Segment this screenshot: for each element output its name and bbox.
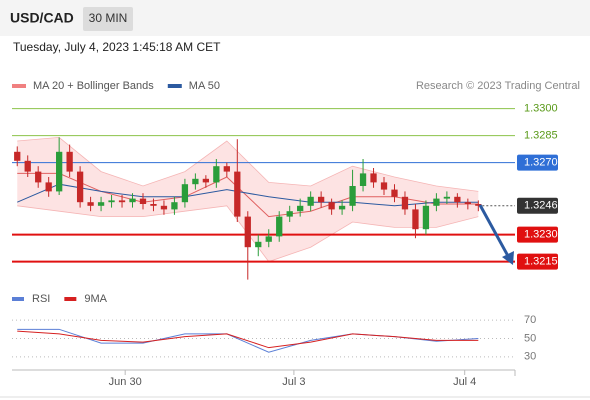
candle-body	[24, 160, 31, 172]
bollinger-band	[17, 137, 479, 262]
level-label: 1.3300	[524, 103, 558, 115]
indicator-line	[17, 330, 479, 349]
candle-body	[401, 196, 409, 210]
candle-body	[370, 173, 377, 183]
candle-body	[202, 178, 210, 183]
credit: Research © 2023 Trading Central	[416, 80, 580, 92]
candle-body	[412, 209, 419, 230]
interval[interactable]: 30 MIN	[89, 11, 128, 25]
candle-body	[276, 216, 283, 237]
candle-body	[45, 182, 52, 192]
candle-body	[234, 171, 241, 217]
x-tick-label: Jun 30	[109, 376, 142, 388]
legend-swatch	[12, 297, 24, 301]
candle-body	[265, 236, 272, 242]
candle-body	[97, 202, 105, 206]
candle-body	[307, 196, 314, 206]
level-label: 1.3270	[524, 157, 558, 169]
candle-body	[171, 202, 178, 210]
candle-body	[56, 151, 63, 192]
indicator-line	[17, 183, 479, 207]
legend-swatch	[167, 84, 182, 88]
candle-body	[255, 241, 262, 248]
level-box	[517, 154, 558, 171]
candle-body	[139, 198, 147, 204]
candle-body	[35, 171, 42, 183]
legend-label: MA 50	[189, 80, 220, 92]
candle-body	[244, 216, 251, 248]
legend-label: 9MA	[84, 293, 107, 305]
candle-body	[87, 202, 94, 206]
candle-body	[391, 189, 398, 197]
candle-body	[475, 204, 482, 206]
candle-body	[464, 202, 471, 204]
candle-body	[108, 200, 115, 203]
candle-body	[286, 211, 293, 217]
forecast-arrow-head	[502, 251, 514, 265]
indicator-line	[17, 136, 479, 192]
level-box	[517, 226, 558, 243]
level-box	[517, 197, 558, 214]
candle-body	[443, 196, 451, 199]
candle-body	[181, 184, 189, 203]
candle-body	[160, 205, 168, 210]
level-label: 1.3215	[524, 256, 558, 268]
candle-body	[118, 200, 126, 203]
candle-body	[297, 205, 304, 212]
candle-body	[317, 196, 325, 203]
level-box	[517, 253, 558, 270]
candle-body	[433, 198, 440, 206]
x-tick-label: Jul 4	[453, 376, 476, 388]
y-tick-label: 30	[524, 351, 536, 363]
candle-body	[380, 182, 388, 190]
level-label: 1.3230	[524, 229, 558, 241]
candle-body	[359, 173, 367, 186]
level-label: 1.3246	[524, 200, 558, 212]
candle-body	[349, 186, 356, 206]
y-tick-label: 50	[524, 332, 536, 344]
candle-body	[150, 204, 157, 206]
indicator-line	[17, 172, 479, 218]
candle-body	[328, 202, 335, 210]
timestamp: Tuesday, July 4, 2023 1:45:18 AM CET	[13, 40, 221, 54]
y-tick-label: 70	[524, 314, 536, 326]
candle-body	[213, 166, 220, 183]
level-label: 1.3285	[524, 130, 558, 142]
symbol: USD/CAD	[10, 10, 74, 26]
candle-body	[223, 166, 230, 172]
candle-body	[76, 171, 84, 203]
x-tick-label: Jul 3	[282, 376, 305, 388]
candle-body	[14, 151, 21, 161]
candle-body	[454, 196, 461, 203]
legend-swatch	[12, 84, 26, 88]
candle-body	[422, 205, 430, 230]
legend-label: MA 20 + Bollinger Bands	[33, 80, 154, 92]
forecast-arrow	[478, 204, 510, 257]
candle-body	[66, 151, 73, 172]
legend-label: RSI	[32, 293, 50, 305]
candle-body	[338, 205, 346, 210]
legend-swatch	[64, 297, 77, 301]
candle-body	[192, 178, 199, 185]
interval-badge[interactable]	[83, 7, 133, 31]
candle-body	[129, 198, 136, 203]
